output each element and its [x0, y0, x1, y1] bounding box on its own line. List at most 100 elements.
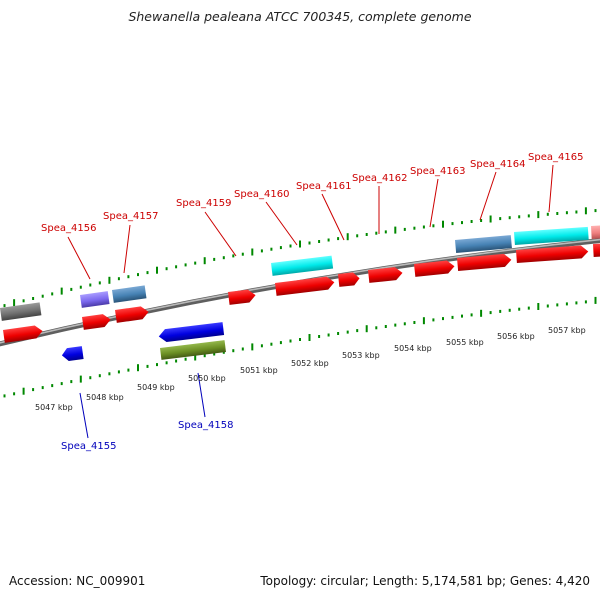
ruler-tick [337, 237, 340, 241]
ruler-tick [213, 352, 216, 356]
ruler-tick [537, 303, 540, 310]
ruler-tick [527, 214, 530, 218]
gene-label[interactable]: Spea_4161 [296, 181, 351, 192]
gene-label[interactable]: Spea_4164 [470, 159, 525, 170]
gene-label[interactable]: Spea_4162 [352, 173, 407, 184]
gene-label[interactable]: Spea_4158 [178, 420, 233, 431]
cds-arrow [275, 276, 335, 296]
ruler-tick [279, 341, 282, 345]
ruler-tick [318, 240, 321, 243]
cds-arrow [414, 260, 455, 277]
ruler-tick [365, 325, 368, 333]
ruler-tick [442, 317, 444, 321]
ruler-tick [480, 219, 483, 222]
gene-label[interactable]: Spea_4165 [528, 152, 583, 163]
ruler-tick [203, 354, 206, 358]
ruler-tick [251, 343, 254, 351]
ruler-tick [146, 364, 149, 368]
ruler-tick [565, 302, 568, 306]
ruler-tick [60, 382, 63, 386]
ruler-tick [51, 384, 54, 388]
feature-pink [591, 225, 600, 239]
ruler-tick [384, 325, 387, 328]
ruler-tick [508, 216, 511, 220]
ruler-tick [518, 307, 521, 311]
cds-arrow [82, 314, 111, 330]
ruler-tick [518, 215, 521, 219]
ruler-tick [79, 375, 82, 383]
ruler-tick [318, 335, 321, 338]
ruler-tick [222, 256, 225, 260]
ruler-tick [537, 211, 540, 219]
cds-arrow [457, 253, 512, 271]
feature-purple [80, 291, 110, 308]
ruler-tick [60, 287, 63, 295]
ruler-tick [79, 285, 82, 289]
cds-arrow-reverse [61, 346, 84, 362]
gene-label[interactable]: Spea_4159 [176, 198, 231, 209]
gene-label[interactable]: Spea_4156 [41, 223, 96, 234]
ruler-tick [89, 283, 92, 287]
ruler-tick [499, 309, 502, 313]
cds-arrow [115, 306, 149, 323]
ruler-tick [308, 334, 311, 341]
kbp-label: 5047 kbp [35, 403, 73, 412]
feature-olive [160, 340, 226, 360]
ruler-tick [432, 318, 435, 322]
ruler-tick [356, 234, 359, 238]
ruler-tick [13, 299, 16, 307]
kbp-label: 5048 kbp [86, 393, 124, 402]
ruler-tick [41, 386, 44, 390]
ruler-tick [279, 246, 282, 250]
ruler-tick [117, 277, 120, 281]
ruler-tick [127, 275, 130, 279]
ruler-tick [175, 359, 178, 363]
ruler-tick [461, 221, 463, 225]
gene-label[interactable]: Spea_4155 [61, 441, 116, 452]
map-title: Shewanella pealeana ATCC 700345, complet… [128, 9, 472, 24]
ruler-tick [3, 394, 6, 398]
kbp-label: 5056 kbp [497, 332, 535, 341]
ruler-tick [584, 300, 587, 304]
ruler-tick [156, 363, 158, 367]
top-tick-ruler [3, 207, 597, 308]
ruler-tick [70, 380, 73, 384]
ruler-tick [70, 287, 73, 291]
ruler-tick [356, 329, 359, 333]
ruler-tick [346, 330, 349, 334]
gene-leader-line [197, 372, 206, 418]
ruler-tick [299, 338, 301, 341]
gene-label[interactable]: Spea_4157 [103, 211, 158, 222]
ruler-tick [260, 249, 263, 253]
ruler-tick [337, 332, 340, 335]
ruler-tick [442, 220, 444, 228]
feature-cyan [514, 226, 589, 245]
ruler-tick [394, 323, 397, 327]
gene-label[interactable]: Spea_4160 [234, 189, 289, 200]
gene-label[interactable]: Spea_4163 [410, 166, 465, 177]
cds-arrow [516, 245, 589, 263]
ruler-tick [137, 273, 139, 277]
ruler-tick [546, 212, 549, 216]
ruler-tick [194, 353, 197, 361]
ruler-tick [584, 207, 587, 215]
ruler-tick [194, 261, 197, 265]
ruler-tick [594, 209, 597, 213]
ruler-tick [499, 217, 502, 221]
kbp-label: 5055 kbp [446, 338, 484, 347]
cds-arrow [228, 289, 256, 305]
feature-grey [0, 302, 42, 321]
gene-leader-line [479, 171, 497, 221]
gene-leader-line [204, 211, 237, 257]
ruler-tick [241, 252, 244, 256]
ruler-tick [365, 233, 368, 236]
ruler-tick [327, 238, 330, 242]
ruler-tick [89, 376, 92, 380]
feature-cyan [271, 255, 334, 276]
ruler-tick [470, 313, 473, 317]
ruler-tick [403, 227, 406, 231]
ruler-tick [451, 315, 454, 319]
ruler-tick [375, 326, 378, 330]
